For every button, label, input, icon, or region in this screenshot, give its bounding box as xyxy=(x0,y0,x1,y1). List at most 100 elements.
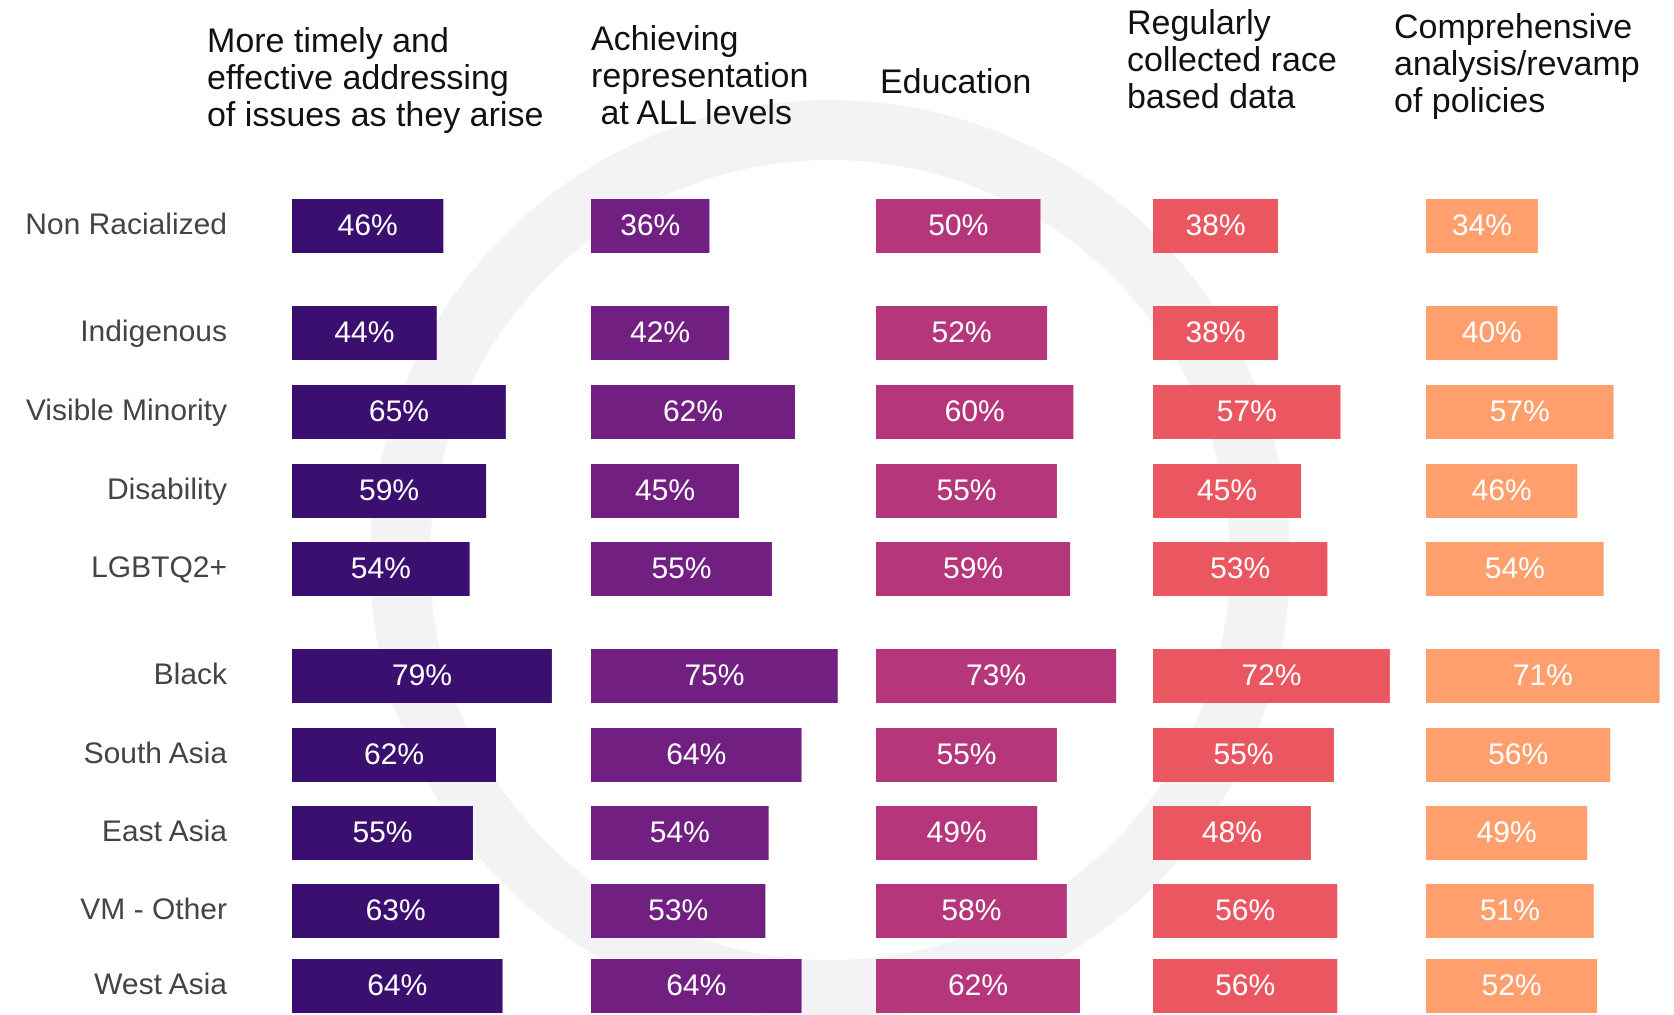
bar xyxy=(1153,385,1341,439)
value-label: 55% xyxy=(651,552,711,585)
watermark xyxy=(370,100,1290,1015)
bar xyxy=(876,542,1071,596)
bar xyxy=(591,306,730,360)
bar xyxy=(292,542,470,596)
bar xyxy=(1153,464,1302,518)
bar xyxy=(591,806,769,860)
bar xyxy=(591,959,802,1013)
value-label: 50% xyxy=(928,209,988,242)
column-header: Comprehensive analysis/revamp of policie… xyxy=(1394,8,1640,120)
value-label: 55% xyxy=(936,474,996,507)
bar xyxy=(876,959,1080,1013)
bar xyxy=(292,728,496,782)
value-label: 38% xyxy=(1185,316,1245,349)
bar xyxy=(292,464,487,518)
value-label: 51% xyxy=(1480,894,1540,927)
bar xyxy=(1153,884,1338,938)
value-label: 55% xyxy=(352,816,412,849)
bar xyxy=(1153,728,1334,782)
bar xyxy=(292,306,437,360)
value-label: 38% xyxy=(1185,209,1245,242)
value-label: 72% xyxy=(1241,659,1301,692)
value-label: 53% xyxy=(1210,552,1270,585)
value-label: 45% xyxy=(635,474,695,507)
value-label: 56% xyxy=(1215,969,1275,1002)
bar xyxy=(876,649,1117,703)
bar xyxy=(591,464,740,518)
value-label: 62% xyxy=(948,969,1008,1002)
bar xyxy=(292,385,506,439)
row-label: South Asia xyxy=(84,737,228,770)
value-label: 59% xyxy=(943,552,1003,585)
bar xyxy=(1426,806,1588,860)
value-label: 49% xyxy=(1477,816,1537,849)
row-label: Non Racialized xyxy=(25,208,227,241)
value-label: 55% xyxy=(936,738,996,771)
column-header: Achieving representation at ALL levels xyxy=(591,20,809,132)
value-label: 56% xyxy=(1215,894,1275,927)
value-label: 49% xyxy=(927,816,987,849)
column-header: More timely and effective addressing of … xyxy=(207,22,544,134)
bar xyxy=(591,884,766,938)
value-label: 55% xyxy=(1213,738,1273,771)
row-label: West Asia xyxy=(94,968,227,1001)
bar xyxy=(876,199,1041,253)
value-label: 46% xyxy=(338,209,398,242)
bar xyxy=(1153,806,1311,860)
bar xyxy=(292,884,500,938)
value-label: 64% xyxy=(367,969,427,1002)
row-label: Black xyxy=(154,658,228,691)
bar xyxy=(1426,959,1598,1013)
bar xyxy=(591,199,710,253)
bar xyxy=(1153,199,1279,253)
row-label: VM - Other xyxy=(80,893,227,926)
value-label: 42% xyxy=(630,316,690,349)
value-label: 71% xyxy=(1513,659,1573,692)
row-label: Disability xyxy=(107,473,227,506)
bar xyxy=(1426,199,1538,253)
bar xyxy=(292,959,503,1013)
bar xyxy=(1153,542,1328,596)
value-label: 54% xyxy=(1485,552,1545,585)
value-label: 52% xyxy=(932,316,992,349)
value-label: 52% xyxy=(1482,969,1542,1002)
value-label: 54% xyxy=(650,816,710,849)
value-label: 46% xyxy=(1472,474,1532,507)
value-label: 53% xyxy=(648,894,708,927)
value-label: 48% xyxy=(1202,816,1262,849)
value-label: 79% xyxy=(392,659,452,692)
bar xyxy=(1426,306,1558,360)
bar xyxy=(1153,649,1390,703)
value-label: 36% xyxy=(620,209,680,242)
bar xyxy=(1426,542,1604,596)
bar xyxy=(591,385,795,439)
row-label: LGBTQ2+ xyxy=(91,551,227,584)
row-label: East Asia xyxy=(102,815,227,848)
value-label: 59% xyxy=(359,474,419,507)
value-label: 62% xyxy=(364,738,424,771)
bar xyxy=(1153,959,1338,1013)
value-label: 45% xyxy=(1197,474,1257,507)
value-label: 63% xyxy=(366,894,426,927)
bar xyxy=(292,806,473,860)
value-label: 75% xyxy=(684,659,744,692)
column-header: Education xyxy=(880,63,1032,101)
value-label: 44% xyxy=(334,316,394,349)
value-label: 65% xyxy=(369,395,429,428)
bar xyxy=(1426,649,1660,703)
bar xyxy=(1426,464,1578,518)
value-label: 60% xyxy=(945,395,1005,428)
value-label: 57% xyxy=(1490,395,1550,428)
value-label: 40% xyxy=(1462,316,1522,349)
row-label: Indigenous xyxy=(80,315,227,348)
bar xyxy=(1426,728,1611,782)
row-label: Visible Minority xyxy=(26,394,227,427)
value-label: 64% xyxy=(666,738,726,771)
bar xyxy=(1426,385,1614,439)
value-label: 62% xyxy=(663,395,723,428)
bar xyxy=(292,649,552,703)
bar xyxy=(876,884,1067,938)
value-label: 54% xyxy=(351,552,411,585)
bar xyxy=(591,728,802,782)
